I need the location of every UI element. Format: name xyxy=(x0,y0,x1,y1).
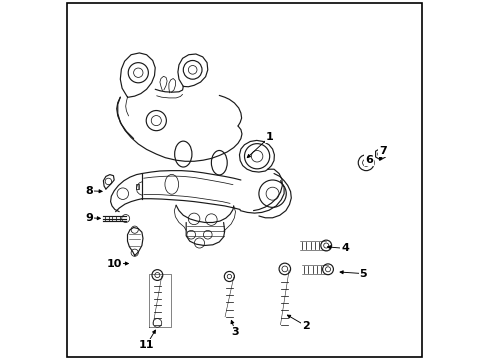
Text: 10: 10 xyxy=(106,258,122,269)
Text: 1: 1 xyxy=(265,132,273,142)
Text: 3: 3 xyxy=(231,327,239,337)
Text: 2: 2 xyxy=(301,321,309,331)
Text: 5: 5 xyxy=(359,269,366,279)
Text: 9: 9 xyxy=(85,213,93,223)
Text: 7: 7 xyxy=(379,146,386,156)
Text: 4: 4 xyxy=(341,243,348,253)
Text: 8: 8 xyxy=(85,186,93,196)
Text: 11: 11 xyxy=(139,340,154,350)
Text: 6: 6 xyxy=(364,155,372,165)
